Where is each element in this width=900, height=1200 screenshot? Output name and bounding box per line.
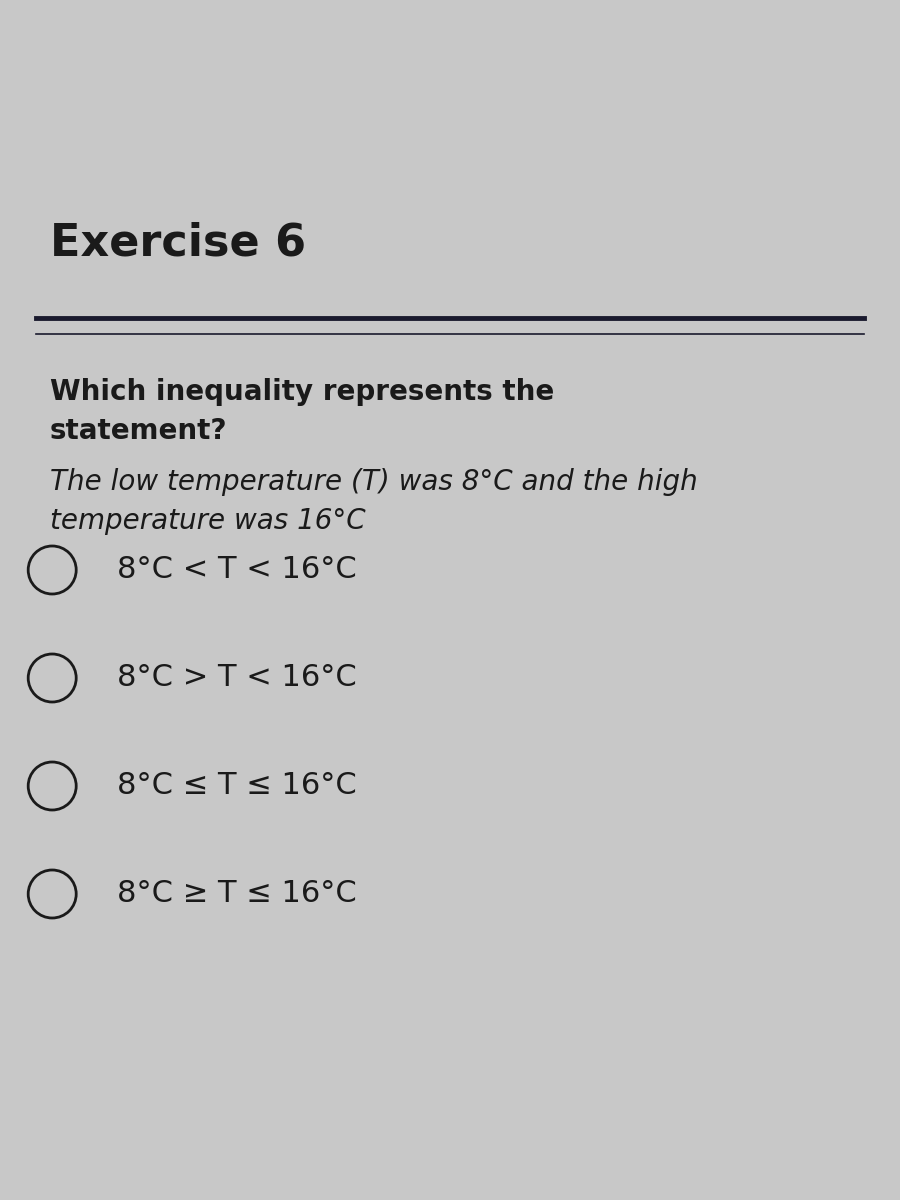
- Text: Which inequality represents the
statement?: Which inequality represents the statemen…: [50, 378, 554, 445]
- Text: Exercise 6: Exercise 6: [50, 221, 306, 264]
- Text: 8°C ≥ T ≤ 16°C: 8°C ≥ T ≤ 16°C: [117, 880, 356, 908]
- Text: 8°C > T < 16°C: 8°C > T < 16°C: [117, 664, 356, 692]
- Text: 8°C < T < 16°C: 8°C < T < 16°C: [117, 556, 356, 584]
- Text: The low temperature (T) was 8°C and the high
temperature was 16°C: The low temperature (T) was 8°C and the …: [50, 468, 698, 535]
- Text: 8°C ≤ T ≤ 16°C: 8°C ≤ T ≤ 16°C: [117, 772, 356, 800]
